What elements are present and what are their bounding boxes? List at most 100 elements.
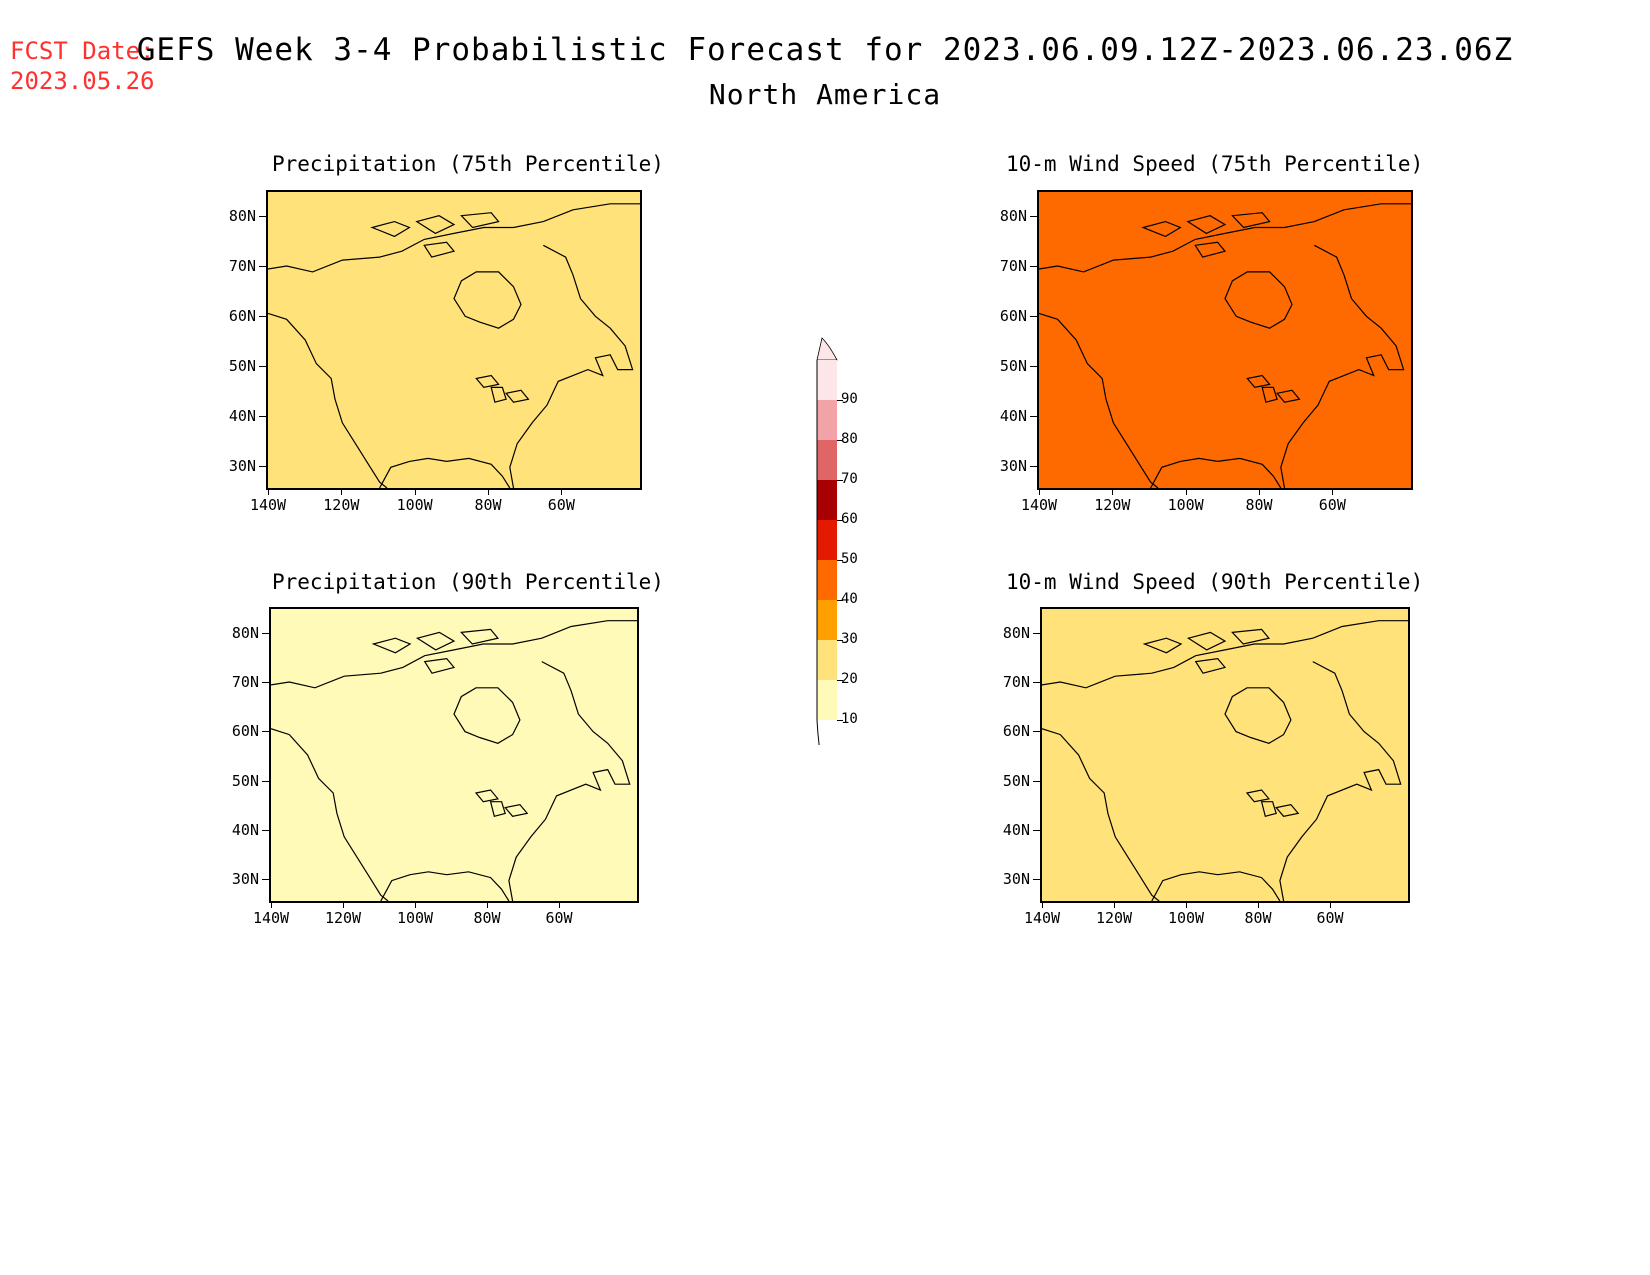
lat-tick-label: 60N <box>999 307 1027 325</box>
lon-tick <box>487 901 488 908</box>
colorbar-label: 30 <box>841 631 858 647</box>
coastline <box>379 457 511 488</box>
lat-tick <box>262 829 269 831</box>
map-precip-75 <box>266 190 642 490</box>
lon-tick <box>343 901 344 908</box>
lat-tick-label: 80N <box>231 624 259 642</box>
colorbar-swatch <box>817 400 837 440</box>
coastline <box>1280 244 1405 488</box>
colorbar-swatch <box>817 520 837 560</box>
lon-tick <box>271 901 272 908</box>
lon-tick-label: 140W <box>249 496 287 514</box>
lon-tick <box>561 488 563 495</box>
panel-title: Precipitation (75th Percentile) <box>272 152 664 176</box>
lon-tick <box>1258 901 1259 908</box>
coastline <box>1150 457 1282 488</box>
coastline <box>1042 728 1160 901</box>
map-wind-90 <box>1040 607 1410 903</box>
coastline <box>1039 203 1411 273</box>
lon-tick-label: 80W <box>474 496 502 514</box>
lon-tick-label: 80W <box>1244 909 1272 927</box>
lat-tick-label: 80N <box>228 207 256 225</box>
page-subtitle: North America <box>708 78 942 111</box>
colorbar-label: 80 <box>841 431 858 447</box>
coastline <box>423 241 456 258</box>
colorbar-label: 70 <box>841 471 858 487</box>
lon-tick <box>1186 901 1187 908</box>
lat-tick <box>259 216 266 217</box>
panel-title: Precipitation (90th Percentile) <box>272 570 664 594</box>
lat-tick <box>262 633 269 634</box>
coastline <box>380 871 510 901</box>
lon-tick-label: 140W <box>1020 496 1058 514</box>
lon-tick <box>1112 488 1114 495</box>
lat-tick-label: 50N <box>1002 771 1030 790</box>
coastline <box>415 631 456 651</box>
coastline <box>423 657 456 674</box>
lon-tick-label: 100W <box>396 909 434 927</box>
coastline <box>490 386 507 403</box>
lat-tick <box>259 366 266 367</box>
coastline <box>1151 871 1281 901</box>
coastline <box>475 374 500 389</box>
map-canvas <box>1039 192 1411 488</box>
map-precip-90 <box>269 607 639 903</box>
lon-tick-label: 100W <box>396 496 433 514</box>
lat-tick <box>262 731 269 733</box>
coastline <box>453 687 521 744</box>
lat-tick <box>1030 366 1037 367</box>
probability-field <box>1042 609 1408 901</box>
lat-tick-label: 30N <box>1002 870 1030 888</box>
coastline <box>1279 661 1402 901</box>
lon-tick-label: 120W <box>1094 496 1131 514</box>
lon-tick <box>1042 901 1043 908</box>
lat-tick <box>1030 416 1037 417</box>
probability-field <box>271 609 637 901</box>
lat-tick-label: 30N <box>999 457 1027 475</box>
lat-tick-label: 30N <box>231 870 259 888</box>
coastline <box>460 628 499 645</box>
coastline <box>268 203 640 273</box>
coastline <box>271 728 389 901</box>
colorbar-tick <box>837 480 843 481</box>
coastline <box>1039 312 1159 488</box>
colorbar-swatch <box>817 680 837 720</box>
lat-tick-label: 30N <box>228 457 256 475</box>
lon-tick <box>559 901 560 908</box>
lon-tick-label: 60W <box>547 496 575 514</box>
lat-tick <box>259 466 266 467</box>
colorbar-label: 10 <box>841 711 858 727</box>
coastline <box>1260 801 1277 818</box>
lon-tick-label: 140W <box>1023 909 1061 927</box>
lat-tick-label: 60N <box>231 722 259 741</box>
coastline <box>1042 620 1408 689</box>
lat-tick-label: 40N <box>1002 820 1030 839</box>
coastline <box>271 620 637 689</box>
coastline <box>508 661 631 901</box>
colorbar-label: 50 <box>841 551 858 567</box>
coastline <box>1224 271 1293 329</box>
lat-tick <box>259 416 266 417</box>
lon-tick-label: 120W <box>323 496 360 514</box>
map-canvas <box>268 192 640 488</box>
colorbar-legend: 90 80 70 60 50 40 30 20 10 <box>805 335 885 759</box>
lat-tick-label: 40N <box>228 407 256 425</box>
coastline <box>268 312 388 488</box>
lat-tick-label: 60N <box>1002 722 1030 741</box>
lon-tick <box>1332 488 1334 495</box>
colorbar-tick <box>837 720 843 721</box>
colorbar-tick <box>837 680 843 681</box>
colorbar-label: 90 <box>841 391 858 407</box>
map-canvas <box>1042 609 1408 901</box>
lon-tick <box>1185 488 1187 495</box>
probability-field <box>268 192 640 488</box>
coastline <box>1275 803 1300 817</box>
coastline <box>453 271 522 329</box>
lon-tick-label: 120W <box>1095 909 1133 927</box>
lat-tick-label: 50N <box>228 357 256 375</box>
probability-field <box>1039 192 1411 488</box>
lon-tick <box>415 901 416 908</box>
coastline <box>1231 628 1270 645</box>
lon-tick-label: 80W <box>1245 496 1273 514</box>
colorbar-swatch <box>817 600 837 640</box>
